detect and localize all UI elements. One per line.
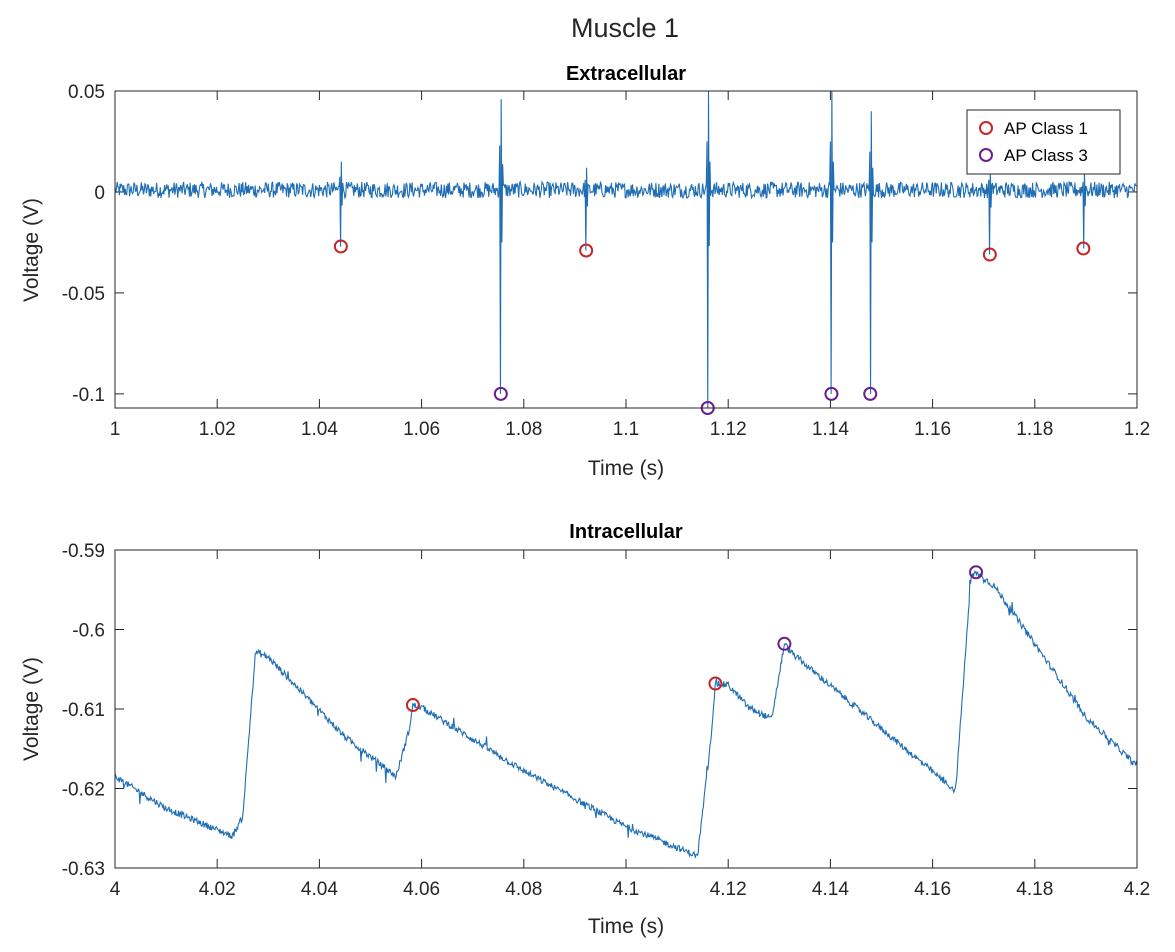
x-tick-label: 1.04: [301, 419, 338, 440]
marker-ap-class-3: [863, 386, 878, 401]
x-tick-label: 4.2: [1124, 879, 1150, 900]
intracellular-ylabel: Voltage (V): [20, 657, 43, 761]
marker-ap-class-1: [1076, 241, 1091, 256]
intracellular-trace: [114, 570, 1138, 858]
y-tick-label: -0.62: [62, 780, 105, 801]
x-tick-label: 4.1: [613, 879, 639, 900]
x-tick-label: 4.14: [812, 879, 849, 900]
x-tick-label: 4.06: [403, 879, 440, 900]
extracellular-title: Extracellular: [566, 63, 686, 85]
extracellular-ylabel: Voltage (V): [20, 198, 43, 302]
intracellular-plot-area: [115, 550, 1137, 868]
x-tick-label: 4.04: [301, 879, 338, 900]
legend-label-class3: AP Class 3: [1004, 146, 1088, 165]
marker-ap-class-1: [333, 239, 348, 254]
figure-title: Muscle 1: [571, 13, 679, 43]
x-tick-label: 1.08: [505, 419, 542, 440]
intracellular-tick-labels: 4 4.02 4.04 4.06 4.08 4.1 4.12 4.14 4.16 4.18 4.2 -…: [62, 541, 1151, 900]
x-tick-label: 1.14: [812, 419, 849, 440]
legend-marker-class3: [979, 148, 993, 162]
x-tick-label: 4.08: [505, 879, 542, 900]
x-tick-label: 4.12: [710, 879, 747, 900]
marker-ap-class-3: [824, 386, 839, 401]
extracellular-tick-labels: 1 1.02 1.04 1.06 1.08 1.1 1.12 1.14 1.16 1.18 1.2 0…: [62, 82, 1151, 440]
y-tick-label: -0.05: [62, 284, 105, 305]
y-tick-label: -0.6: [72, 621, 105, 642]
marker-ap-class-1: [579, 243, 594, 258]
legend: AP Class 1 AP Class 3: [966, 109, 1121, 175]
x-tick-label: 1.18: [1016, 419, 1053, 440]
x-tick-label: 1.2: [1124, 419, 1150, 440]
intracellular-markers: [405, 565, 984, 713]
x-tick-label: 4.16: [914, 879, 951, 900]
legend-box: [966, 109, 1121, 175]
legend-marker-class1: [979, 121, 993, 135]
intracellular-panel: Intracellular 4 4.02 4.04 4.06 4.08 4.1 4.12 4.…: [20, 521, 1150, 938]
intracellular-xlabel: Time (s): [588, 915, 664, 938]
x-tick-label: 1: [110, 419, 121, 440]
x-tick-label: 4.02: [199, 879, 236, 900]
y-tick-label: -0.61: [62, 700, 105, 721]
y-tick-label: -0.59: [62, 541, 105, 562]
x-tick-label: 1.16: [914, 419, 951, 440]
x-tick-label: 4.18: [1016, 879, 1053, 900]
legend-label-class1: AP Class 1: [1004, 119, 1088, 138]
x-tick-label: 1.12: [710, 419, 747, 440]
extracellular-axes-box: [114, 90, 1138, 409]
intracellular-title: Intracellular: [569, 521, 683, 543]
extracellular-xlabel: Time (s): [588, 457, 664, 480]
y-tick-label: -0.1: [72, 385, 105, 406]
x-tick-label: 4: [110, 879, 121, 900]
marker-ap-class-3: [969, 565, 984, 580]
x-tick-label: 1.06: [403, 419, 440, 440]
marker-ap-class-3: [777, 636, 792, 651]
y-tick-label: 0: [94, 183, 105, 204]
marker-ap-class-1: [405, 698, 420, 713]
x-tick-label: 1.02: [199, 419, 236, 440]
y-tick-label: -0.63: [62, 859, 105, 880]
extracellular-panel: Extracellular 1 1.02 1.04 1.06 1.08 1.1 1.12 1.…: [20, 63, 1150, 480]
intracellular-axes-box: [114, 549, 1138, 869]
y-tick-label: 0.05: [68, 82, 105, 103]
x-tick-label: 1.1: [613, 419, 639, 440]
marker-ap-class-1: [982, 247, 997, 262]
marker-ap-class-1: [708, 676, 723, 691]
marker-ap-class-3: [493, 386, 508, 401]
extracellular-trace: [114, 90, 1138, 409]
